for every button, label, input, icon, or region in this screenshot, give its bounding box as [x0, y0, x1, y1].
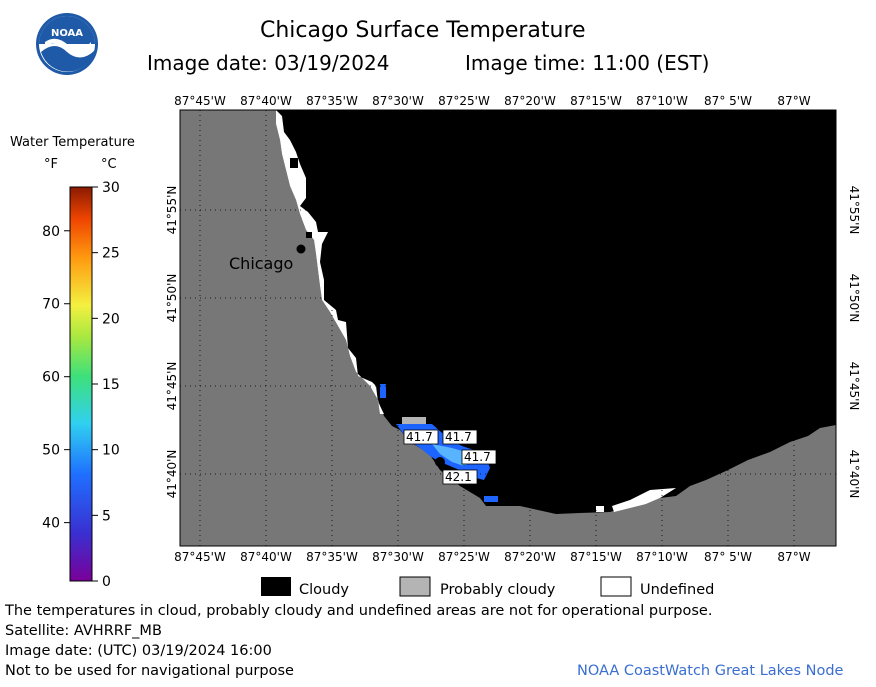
undefined-patch [596, 506, 604, 512]
cloud-pixel [435, 457, 445, 467]
legend-probably-cloudy-label: Probably cloudy [440, 582, 556, 598]
noaa-logo: NOAA [36, 13, 98, 75]
legend-undefined-label: Undefined [640, 582, 715, 598]
probably-cloudy-patch [402, 417, 426, 425]
colorbar-unit-c: °C [101, 157, 117, 172]
colorbar-tick-label-f: 70 [42, 297, 60, 313]
longitude-labels-top: 87°45'W 87°40'W 87°35'W 87°30'W 87°25'W 87°20… [174, 94, 811, 108]
latitude-labels-right: 41°55'N 41°50'N 41°45'N 41°40'N [847, 186, 861, 499]
satellite-info: Satellite: AVHRRF_MB [5, 623, 162, 639]
longitude-label: 87°45'W [174, 94, 226, 108]
map-area: Chicago 41.7 41.7 41.7 42.1 [180, 110, 836, 546]
map-frame [179, 109, 837, 547]
longitude-label: 87°10'W [636, 94, 688, 108]
legend-undefined-swatch [600, 576, 632, 597]
longitude-label: 87°45'W [174, 550, 226, 564]
colorbar-tick-label-f: 40 [42, 516, 60, 532]
colorbar-tick-label-f: 80 [42, 224, 60, 240]
latitude-label: 41°55'N [847, 186, 861, 235]
colorbar [69, 186, 93, 582]
colorbar-unit-f: °F [44, 157, 58, 172]
legend-cloudy-label: Cloudy [299, 582, 349, 598]
image-time: Image time: 11:00 (EST) [465, 51, 710, 75]
legend-cloudy-swatch [261, 577, 291, 596]
latitude-label: 41°55'N [165, 186, 179, 235]
latitude-labels-left: 41°55'N 41°50'N 41°45'N 41°40'N [165, 186, 179, 499]
temp-label-text: 41.7 [406, 430, 433, 444]
longitude-label: 87°30'W [372, 550, 424, 564]
longitude-label: 87°25'W [438, 94, 490, 108]
temp-label: 41.7 [442, 429, 478, 445]
legend-probably-cloudy-swatch [399, 576, 431, 597]
colorbar-tick-label-c: 5 [102, 508, 111, 524]
page-title: Chicago Surface Temperature [260, 18, 586, 43]
water-temp-pixel [484, 496, 498, 502]
latitude-label: 41°40'N [165, 450, 179, 499]
latitude-label: 41°45'N [847, 362, 861, 411]
longitude-label: 87°30'W [372, 94, 424, 108]
utc-date: Image date: (UTC) 03/19/2024 16:00 [5, 643, 272, 659]
temp-label-text: 41.7 [445, 430, 472, 444]
longitude-label: 87°W [777, 94, 810, 108]
nav-warning: Not to be used for navigational purpose [5, 663, 294, 679]
longitude-label: 87°15'W [570, 94, 622, 108]
colorbar-tick-label-c: 15 [102, 377, 120, 393]
latitude-label: 41°50'N [165, 274, 179, 323]
colorbar-tick-label-c: 20 [102, 311, 120, 327]
colorbar-tick-label-c: 10 [102, 443, 120, 459]
image-date: Image date: 03/19/2024 [147, 51, 390, 75]
temp-label-text: 42.1 [445, 470, 472, 484]
longitude-label: 87°10'W [636, 550, 688, 564]
longitude-label: 87°25'W [438, 550, 490, 564]
longitude-label: 87°20'W [504, 94, 556, 108]
cloud-pixel [290, 158, 298, 168]
longitude-label: 87°40'W [240, 550, 292, 564]
temp-label: 42.1 [442, 469, 478, 485]
noaa-logo-text: NOAA [51, 28, 83, 39]
colorbar-tick-label-c: 25 [102, 246, 120, 262]
chicago-marker [296, 244, 306, 254]
temp-label: 41.7 [403, 429, 439, 445]
colorbar-tick-label-c: 0 [102, 574, 111, 590]
temp-label-text: 41.7 [464, 450, 491, 464]
longitude-label: 87° 5'W [704, 94, 752, 108]
cloud-pixel [306, 232, 312, 238]
longitude-label: 87° 5'W [704, 550, 752, 564]
colorbar-tick-label-c: 30 [102, 180, 120, 196]
longitude-label: 87°W [777, 550, 810, 564]
credit-link[interactable]: NOAA CoastWatch Great Lakes Node [577, 663, 844, 679]
latitude-label: 41°50'N [847, 274, 861, 323]
disclaimer: The temperatures in cloud, probably clou… [5, 603, 713, 619]
longitude-label: 87°35'W [306, 550, 358, 564]
colorbar-tick-label-f: 50 [42, 443, 60, 459]
longitude-label: 87°20'W [504, 550, 556, 564]
longitude-label: 87°15'W [570, 550, 622, 564]
lake-cloudy-area [276, 110, 836, 514]
longitude-labels-bottom: 87°45'W 87°40'W 87°35'W 87°30'W 87°25'W 87°20… [174, 550, 811, 564]
longitude-label: 87°40'W [240, 94, 292, 108]
latitude-label: 41°45'N [165, 362, 179, 411]
temp-label: 41.7 [461, 449, 497, 465]
water-temp-pixel [380, 384, 386, 398]
chicago-label: Chicago [229, 254, 293, 273]
latitude-label: 41°40'N [847, 450, 861, 499]
undefined-strip [276, 110, 384, 414]
colorbar-tick-label-f: 60 [42, 370, 60, 386]
longitude-label: 87°35'W [306, 94, 358, 108]
colorbar-title: Water Temperature [10, 135, 135, 150]
undefined-patch [612, 488, 676, 512]
